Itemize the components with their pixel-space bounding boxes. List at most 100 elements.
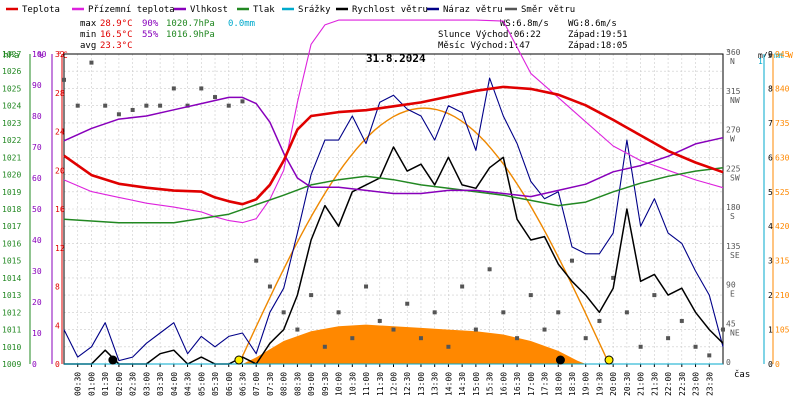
w-tick-label: 210 <box>775 291 790 300</box>
degc-tick-label: 4 <box>55 321 60 330</box>
stat-max-hum: 90% <box>142 19 159 29</box>
x-tick-label: 07:30 <box>266 372 275 396</box>
wind-direction-point <box>473 327 478 332</box>
dir-tick-compass: W <box>730 135 735 144</box>
x-tick-label: 19:30 <box>595 372 604 396</box>
hpa-tick-label: 1026 <box>2 67 21 76</box>
dir-tick-label: 0 <box>726 358 731 367</box>
x-tick-label: 09:00 <box>307 372 316 396</box>
dir-tick-label: 225 <box>726 164 741 173</box>
solar-radiation-area <box>242 324 586 364</box>
dir-tick-label: 270 <box>726 126 741 135</box>
x-tick-label: 15:00 <box>472 372 481 396</box>
x-tick-label: 07:00 <box>252 372 261 396</box>
w-tick-label: 525 <box>775 188 790 197</box>
series-line <box>63 19 724 224</box>
stat-max-press: 1020.7hPa <box>166 19 215 29</box>
hpa-tick-label: 1019 <box>2 188 21 197</box>
x-tick-label: 23:30 <box>705 372 714 396</box>
dir-tick-compass: SW <box>730 173 740 182</box>
dir-tick-compass: E <box>730 290 735 299</box>
chart-title: 31.8.2024 <box>366 52 426 65</box>
wind-direction-point <box>597 318 602 323</box>
x-tick-label: 18:30 <box>568 372 577 396</box>
stat-min-temp: 16.5°C <box>100 30 133 40</box>
wind-direction-point <box>391 327 396 332</box>
dir-tick-compass: S <box>730 212 735 221</box>
wind-direction-point <box>130 107 135 112</box>
x-tick-label: 03:00 <box>142 372 151 396</box>
wind-direction-point <box>583 336 588 341</box>
degc-tick-label: 8 <box>55 283 60 292</box>
wind-direction-point <box>171 86 176 91</box>
pct-axis-title: % <box>38 51 44 61</box>
ms-tick-label: 7 <box>768 119 773 128</box>
wind-direction-point <box>281 310 286 315</box>
ms-axis-title: m/s <box>758 51 773 60</box>
x-tick-label: 16:30 <box>513 372 522 396</box>
stat-min-press: 1016.9hPa <box>166 30 215 40</box>
axis-titles: hPa % °C ° m/s mm W 31.8.2024 čas <box>3 49 793 380</box>
sunrise-marker <box>234 355 244 365</box>
wind-direction-point <box>693 344 698 349</box>
mm-axis-title: mm <box>774 51 784 60</box>
degc-tick-label: 16 <box>55 205 65 214</box>
legend-label: Tlak <box>253 5 275 15</box>
degc-tick-label: 0 <box>55 360 60 369</box>
wind-direction-point <box>199 86 204 91</box>
pct-tick-label: 90 <box>32 81 42 90</box>
x-tick-label: 10:00 <box>335 372 344 396</box>
dir-tick-compass: SE <box>730 251 740 260</box>
hpa-tick-label: 1010 <box>2 343 21 352</box>
legend-label: Srážky <box>298 5 331 15</box>
wind-direction-point <box>240 99 245 104</box>
wind-direction-point <box>432 310 437 315</box>
x-tick-label: 04:00 <box>170 372 179 396</box>
ms-tick-label: 8 <box>768 84 773 93</box>
wind-direction-point <box>226 103 231 108</box>
x-tick-label: 14:30 <box>458 372 467 396</box>
hpa-axis-title: hPa <box>3 51 19 61</box>
pct-tick-label: 40 <box>32 236 42 245</box>
wind-direction-point <box>405 301 410 306</box>
dir-tick-label: 360 <box>726 48 741 57</box>
x-tick-label: 11:00 <box>362 372 371 396</box>
x-tick-label: 05:00 <box>197 372 206 396</box>
dir-tick-label: 315 <box>726 87 741 96</box>
w-axis-title: W <box>788 51 793 60</box>
x-tick-label: 21:30 <box>650 372 659 396</box>
degc-tick-label: 12 <box>55 244 65 253</box>
wind-direction-point <box>638 344 643 349</box>
stat-min-hum: 55% <box>142 30 159 40</box>
wind-direction-point <box>569 258 574 263</box>
x-tick-label: 22:00 <box>664 372 673 396</box>
pct-tick-label: 20 <box>32 298 42 307</box>
pct-tick-label: 30 <box>32 267 42 276</box>
pct-tick-label: 10 <box>32 329 42 338</box>
w-tick-label: 420 <box>775 222 790 231</box>
wind-direction-point <box>418 336 423 341</box>
dir-tick-compass: NE <box>730 328 740 337</box>
wind-direction-point <box>322 344 327 349</box>
degc-tick-label: 32 <box>55 50 65 59</box>
degc-tick-label: 28 <box>55 89 65 98</box>
pct-tick-label: 60 <box>32 174 42 183</box>
sun-set-info: Západ:19:51 <box>568 30 628 40</box>
pct-tick-label: 100 <box>32 50 47 59</box>
wind-direction-point <box>62 77 66 82</box>
axes: 00:30 01:00 01:30 02:00 02:30 03:00 03:30 04:00… <box>2 48 790 396</box>
hpa-tick-label: 1011 <box>2 326 21 335</box>
legend-label: Vlhkost <box>190 5 228 15</box>
wind-direction-point <box>460 284 465 289</box>
w-tick-label: 630 <box>775 153 790 162</box>
series-line <box>64 146 724 365</box>
x-tick-label: 12:30 <box>403 372 412 396</box>
w-tick-label: 0 <box>775 360 780 369</box>
w-tick-label: 105 <box>775 326 790 335</box>
wind-direction-point <box>295 327 300 332</box>
w-tick-label: 945 <box>775 50 790 59</box>
wind-direction-point <box>707 353 712 358</box>
x-tick-label: 18:00 <box>554 372 563 396</box>
wind-direction-point <box>89 60 94 65</box>
x-tick-label: 08:30 <box>293 372 302 396</box>
